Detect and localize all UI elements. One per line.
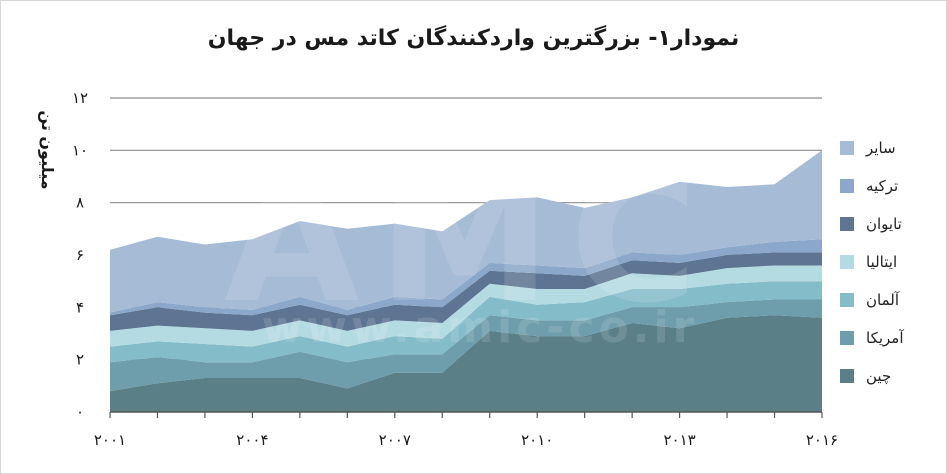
watermark-logo-text: AMC [224,139,716,342]
x-tick-label-2013: ۲۰۱۳ [663,431,695,449]
legend-swatch-5 [840,217,854,231]
x-tick-label-2001: ۲۰۰۱ [94,431,126,449]
legend-swatch-2 [840,331,854,345]
area-series-group [110,150,822,412]
legend-label-7: سایر [865,139,896,157]
area-series-7 [110,150,822,313]
y-tick-label-10: ۱۰ [72,141,88,159]
legend: سایر ترکیه تایوان ایتالیا آلمان آمریکا چین [840,139,904,385]
chart-title: نمودار۱- بزرگترین واردکنندگان کاتد مس در… [207,26,740,51]
y-tick-label-8: ۸ [76,194,84,212]
area-series-2 [110,299,822,392]
legend-swatch-7 [840,141,854,155]
legend-label-4: ایتالیا [866,253,897,271]
area-series-1 [110,315,822,412]
area-series-6 [110,239,822,316]
y-tick-labels: ۰ ۲ ۴ ۶ ۸ ۱۰ ۱۲ [72,89,88,421]
area-series-4 [110,265,822,347]
y-axis-label: میلیون تن [38,110,57,189]
legend-swatch-4 [840,255,854,269]
watermark-url-text: www.amic-co.ir [262,302,699,353]
legend-label-1: چین [866,367,891,385]
legend-swatch-3 [840,293,854,307]
legend-swatch-1 [840,369,854,383]
x-tick-label-2010: ۲۰۱۰ [521,431,553,449]
y-tick-label-4: ۴ [76,298,84,316]
legend-swatch-6 [840,179,854,193]
legend-label-3: آلمان [866,291,900,309]
legend-label-6: ترکیه [866,177,898,195]
x-tick-label-2016: ۲۰۱۶ [806,431,838,449]
area-series-3 [110,281,822,363]
area-series-5 [110,252,822,331]
y-tick-label-6: ۶ [76,246,84,264]
legend-label-5: تایوان [866,215,902,233]
y-tick-label-2: ۲ [76,351,84,369]
legend-label-2: آمریکا [866,329,904,347]
x-tick-label-2004: ۲۰۰۴ [236,431,268,449]
x-tick-labels: ۲۰۰۱ ۲۰۰۴ ۲۰۰۷ ۲۰۱۰ ۲۰۱۳ ۲۰۱۶ [94,412,838,449]
y-tick-label-0: ۰ [76,403,84,421]
x-tick-label-2007: ۲۰۰۷ [379,431,411,449]
y-tick-label-12: ۱۲ [72,89,88,107]
